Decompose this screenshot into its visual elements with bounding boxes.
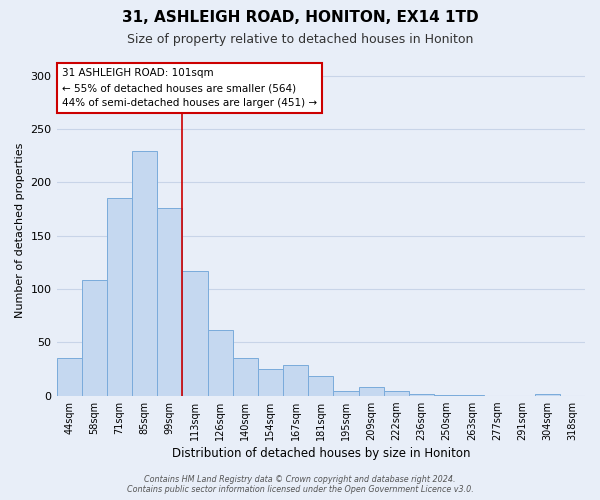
Text: 31 ASHLEIGH ROAD: 101sqm
← 55% of detached houses are smaller (564)
44% of semi-: 31 ASHLEIGH ROAD: 101sqm ← 55% of detach… bbox=[62, 68, 317, 108]
Bar bbox=[258, 369, 283, 396]
X-axis label: Distribution of detached houses by size in Honiton: Distribution of detached houses by size … bbox=[172, 447, 470, 460]
Bar bbox=[283, 365, 308, 396]
Text: Contains HM Land Registry data © Crown copyright and database right 2024.
Contai: Contains HM Land Registry data © Crown c… bbox=[127, 474, 473, 494]
Bar bbox=[157, 208, 182, 396]
Bar bbox=[107, 198, 132, 396]
Bar bbox=[334, 392, 359, 396]
Bar bbox=[308, 376, 334, 396]
Bar bbox=[359, 387, 383, 396]
Bar bbox=[56, 358, 82, 396]
Bar bbox=[434, 394, 459, 396]
Bar bbox=[208, 330, 233, 396]
Bar bbox=[233, 358, 258, 396]
Bar bbox=[409, 394, 434, 396]
Bar bbox=[535, 394, 560, 396]
Bar bbox=[459, 394, 484, 396]
Text: Size of property relative to detached houses in Honiton: Size of property relative to detached ho… bbox=[127, 32, 473, 46]
Bar bbox=[383, 392, 409, 396]
Text: 31, ASHLEIGH ROAD, HONITON, EX14 1TD: 31, ASHLEIGH ROAD, HONITON, EX14 1TD bbox=[122, 10, 478, 25]
Y-axis label: Number of detached properties: Number of detached properties bbox=[15, 142, 25, 318]
Bar bbox=[132, 152, 157, 396]
Bar bbox=[182, 271, 208, 396]
Bar bbox=[82, 280, 107, 396]
